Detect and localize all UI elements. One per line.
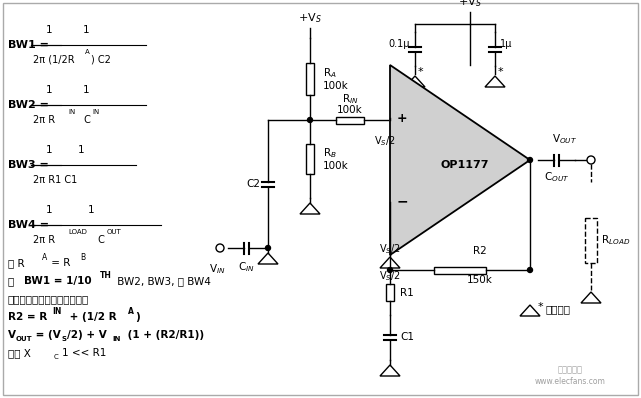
Text: A: A xyxy=(85,49,90,55)
Text: *: * xyxy=(538,302,544,312)
Text: BW2 =: BW2 = xyxy=(8,100,49,110)
Text: IN: IN xyxy=(69,109,76,115)
Text: C$_{OUT}$: C$_{OUT}$ xyxy=(544,170,569,184)
Text: 2π R: 2π R xyxy=(33,115,55,125)
Text: R$_{LOAD}$: R$_{LOAD}$ xyxy=(601,233,630,247)
Circle shape xyxy=(528,158,533,162)
Text: /2) + V: /2) + V xyxy=(67,330,107,340)
Text: *: * xyxy=(418,67,424,77)
Bar xyxy=(386,284,394,301)
Bar xyxy=(335,117,365,123)
Text: R$_A$: R$_A$ xyxy=(323,66,337,80)
Text: C: C xyxy=(95,235,104,245)
Text: R$_{IN}$: R$_{IN}$ xyxy=(342,92,358,106)
Polygon shape xyxy=(390,65,530,255)
Text: (1 + (R2/R1)): (1 + (R2/R1)) xyxy=(124,330,204,340)
Text: V$_{OUT}$: V$_{OUT}$ xyxy=(552,132,577,146)
Text: OUT: OUT xyxy=(107,229,122,235)
Text: 1µ: 1µ xyxy=(500,39,512,49)
Bar xyxy=(434,267,486,273)
Text: +V$_S$: +V$_S$ xyxy=(458,0,482,9)
Text: www.elecfans.com: www.elecfans.com xyxy=(535,377,606,386)
Text: LOAD: LOAD xyxy=(69,229,88,235)
Text: 1: 1 xyxy=(46,145,52,155)
Text: R2 = R: R2 = R xyxy=(8,312,47,322)
Text: B: B xyxy=(80,253,85,262)
Bar xyxy=(306,144,314,174)
Bar xyxy=(585,217,597,263)
Text: 1: 1 xyxy=(46,205,52,215)
Circle shape xyxy=(308,117,313,123)
Text: 1: 1 xyxy=(83,25,89,35)
Text: IN: IN xyxy=(112,336,121,342)
Text: 100k: 100k xyxy=(323,81,349,91)
Text: 表示接地: 表示接地 xyxy=(546,304,571,314)
Text: *: * xyxy=(498,67,504,77)
Text: −: − xyxy=(396,195,408,209)
Text: C2: C2 xyxy=(246,179,260,189)
Text: S: S xyxy=(61,336,66,342)
Text: V$_{IN}$: V$_{IN}$ xyxy=(209,262,225,276)
Text: 为使输入偏值电流误差最小，: 为使输入偏值电流误差最小， xyxy=(8,294,89,304)
Text: 1: 1 xyxy=(46,25,52,35)
Text: +: + xyxy=(397,112,407,125)
Text: 且: 且 xyxy=(8,276,17,286)
Text: 100k: 100k xyxy=(337,105,363,115)
Text: BW2, BW3, 和 BW4: BW2, BW3, 和 BW4 xyxy=(114,276,211,286)
Text: IN: IN xyxy=(52,307,62,316)
Text: 2π (1/2R: 2π (1/2R xyxy=(33,55,74,65)
Circle shape xyxy=(587,156,595,164)
Text: 150k: 150k xyxy=(467,275,493,285)
Text: 电子发烧友: 电子发烧友 xyxy=(558,365,583,374)
Text: TH: TH xyxy=(100,271,112,280)
Text: V$_S$/2: V$_S$/2 xyxy=(379,269,401,283)
Text: C1: C1 xyxy=(400,332,414,343)
Text: = (V: = (V xyxy=(32,330,61,340)
Text: V$_S$/2: V$_S$/2 xyxy=(374,134,395,148)
Text: V: V xyxy=(8,330,16,340)
Text: BW4 =: BW4 = xyxy=(8,220,49,230)
Text: BW1 =: BW1 = xyxy=(8,40,49,50)
Circle shape xyxy=(528,267,533,273)
Text: IN: IN xyxy=(93,109,100,115)
Text: BW1 = 1/10: BW1 = 1/10 xyxy=(24,276,92,286)
Text: OP1177: OP1177 xyxy=(441,160,489,170)
Text: 2π R: 2π R xyxy=(33,235,55,245)
Text: 当 R: 当 R xyxy=(8,258,24,268)
Text: 1: 1 xyxy=(46,85,52,95)
Text: 2π R1 C1: 2π R1 C1 xyxy=(33,175,77,185)
Text: 1: 1 xyxy=(83,85,89,95)
Text: 1: 1 xyxy=(87,205,94,215)
Text: C: C xyxy=(54,354,59,360)
Text: = R: = R xyxy=(48,258,71,268)
Text: A: A xyxy=(42,253,47,262)
Text: 0.1µ: 0.1µ xyxy=(388,39,410,49)
Text: ): ) xyxy=(135,312,140,322)
Text: R$_B$: R$_B$ xyxy=(323,146,337,160)
Text: ) C2: ) C2 xyxy=(91,55,111,65)
Circle shape xyxy=(216,244,224,252)
Text: C: C xyxy=(81,115,90,125)
Circle shape xyxy=(388,267,392,273)
Text: +V$_S$: +V$_S$ xyxy=(298,11,322,25)
Text: R1: R1 xyxy=(400,287,413,297)
Text: + (1/2 R: + (1/2 R xyxy=(66,312,117,322)
Text: R2: R2 xyxy=(473,246,487,256)
Text: OUT: OUT xyxy=(16,336,33,342)
Text: A: A xyxy=(128,307,134,316)
Text: V$_S$/2: V$_S$/2 xyxy=(379,242,401,256)
Bar xyxy=(306,63,314,95)
Text: BW3 =: BW3 = xyxy=(8,160,49,170)
Text: 其中 X: 其中 X xyxy=(8,348,31,358)
Text: 1 << R1: 1 << R1 xyxy=(62,348,106,358)
Circle shape xyxy=(265,246,271,250)
Text: C$_{IN}$: C$_{IN}$ xyxy=(238,260,254,274)
Text: 1: 1 xyxy=(78,145,84,155)
Text: 100k: 100k xyxy=(323,161,349,171)
